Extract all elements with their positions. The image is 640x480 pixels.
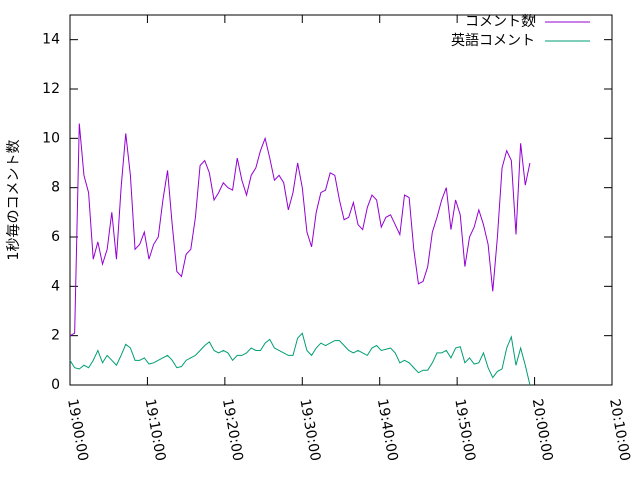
legend-label: コメント数 [465,14,535,30]
plot-frame [69,14,613,386]
y-tick-label: 10 [42,130,60,146]
x-tick-label: 19:30:00 [296,398,323,463]
y-tick-label: 4 [51,278,60,294]
y-tick-label: 2 [51,328,60,344]
x-tick-label: 20:00:00 [529,398,556,463]
x-tick-label: 20:10:00 [606,398,633,463]
y-tick-label: 0 [51,377,60,393]
x-tick-label: 19:20:00 [219,398,246,463]
y-tick-label: 14 [42,32,60,48]
y-axis-label: 1秒毎のコメント数 [6,140,22,261]
series-line [69,123,531,337]
legend-label: 英語コメント [451,32,535,49]
x-tick-label: 19:50:00 [451,398,478,463]
x-tick-label: 19:10:00 [142,398,169,463]
y-tick-label: 6 [51,229,60,245]
series-line [69,332,531,386]
y-tick-label: 8 [51,180,60,196]
x-tick-label: 19:40:00 [374,398,401,463]
x-tick-label: 19:00:00 [64,398,91,463]
y-tick-label: 12 [42,81,60,97]
